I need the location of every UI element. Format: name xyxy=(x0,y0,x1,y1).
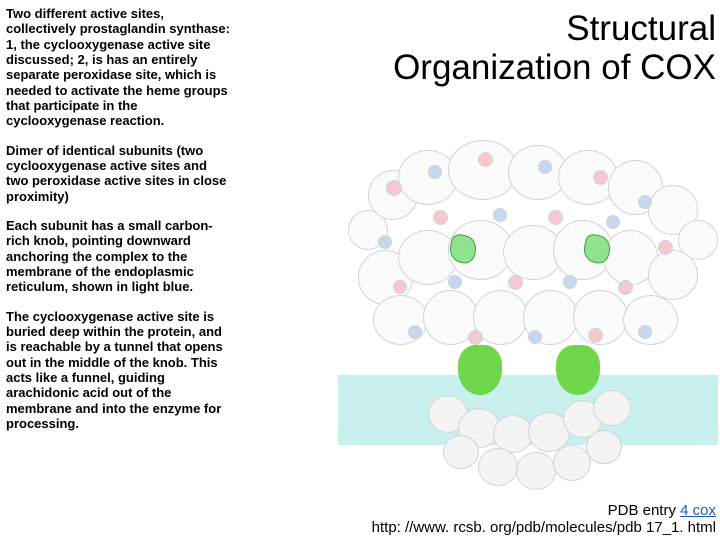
protein-blob xyxy=(588,328,603,343)
protein-blob xyxy=(593,170,608,185)
page-title: Structural Organization of COX xyxy=(393,10,716,87)
lower-lobe xyxy=(443,435,479,469)
lower-lobe xyxy=(553,445,591,481)
carbon-knob xyxy=(556,345,600,395)
title-line-2: Organization of COX xyxy=(393,48,716,87)
protein-blob xyxy=(538,160,552,174)
protein-blob xyxy=(638,325,652,339)
protein-blob xyxy=(528,330,542,344)
text-column: Two different active sites, collectively… xyxy=(6,6,230,445)
protein-blob xyxy=(433,210,448,225)
protein-blob xyxy=(606,215,620,229)
protein-blob xyxy=(386,180,402,196)
cox-structure-figure xyxy=(338,140,718,490)
pdb-url: http: //www. rcsb. org/pdb/molecules/pdb… xyxy=(372,519,716,536)
lower-lobe xyxy=(516,452,556,490)
lower-lobe xyxy=(593,390,631,426)
paragraph-2: Dimer of identical subunits (two cycloox… xyxy=(6,143,230,204)
protein-blob xyxy=(478,152,493,167)
protein-blob xyxy=(393,280,407,294)
protein-blob xyxy=(448,275,462,289)
protein-blob xyxy=(563,275,577,289)
pdb-prefix: PDB entry xyxy=(608,502,681,519)
paragraph-1: Two different active sites, collectively… xyxy=(6,6,230,129)
lower-lobe xyxy=(586,430,622,464)
lower-lobe xyxy=(478,448,518,486)
protein-blob xyxy=(648,250,698,300)
protein-blob xyxy=(468,330,483,345)
protein-blob xyxy=(508,275,523,290)
pdb-link[interactable]: 4 cox xyxy=(680,502,716,519)
protein-blob xyxy=(408,325,422,339)
carbon-knob xyxy=(458,345,502,395)
protein-blob xyxy=(658,240,673,255)
title-line-1: Structural xyxy=(566,9,716,48)
protein-blob xyxy=(638,195,652,209)
paragraph-3: Each subunit has a small carbon-rich kno… xyxy=(6,218,230,295)
paragraph-4: The cyclooxygenase active site is buried… xyxy=(6,309,230,432)
protein-blob xyxy=(548,210,563,225)
protein-blob xyxy=(378,235,392,249)
protein-blob xyxy=(373,295,428,345)
figure-caption: PDB entry 4 cox http: //www. rcsb. org/p… xyxy=(372,502,716,536)
protein-blob xyxy=(618,280,633,295)
protein-blob xyxy=(623,295,678,345)
protein-blob xyxy=(428,165,442,179)
protein-blob xyxy=(493,208,507,222)
